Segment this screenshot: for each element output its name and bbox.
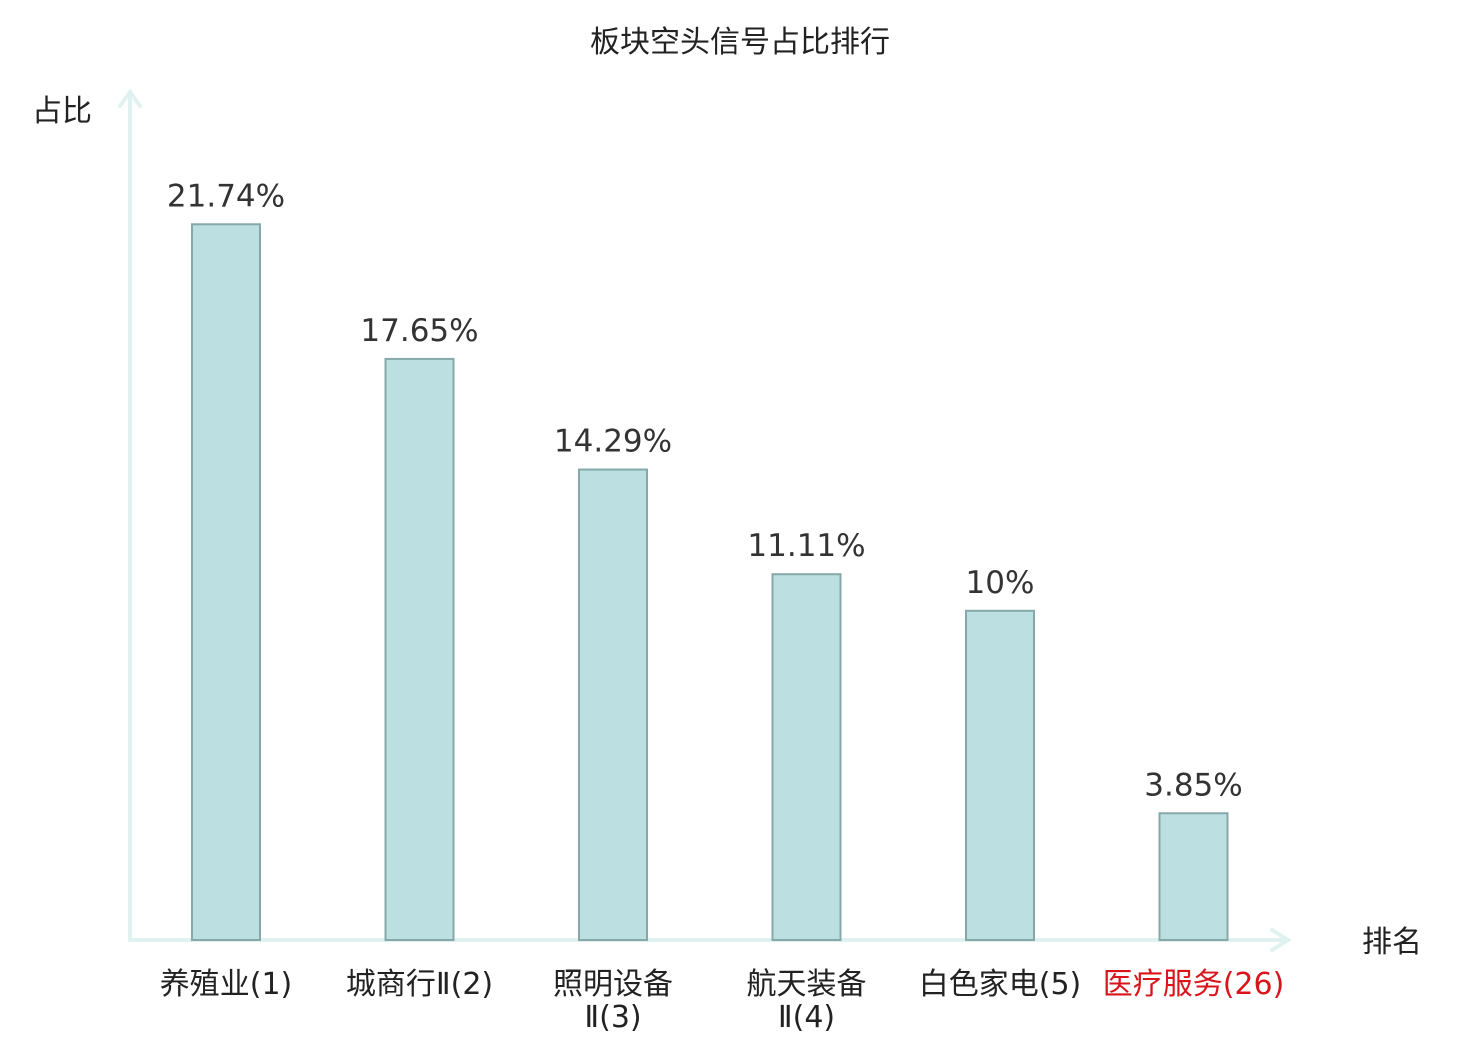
- x-axis: [128, 928, 1292, 952]
- x-axis-label: 排名: [1362, 925, 1422, 960]
- category-label-3-line-1: 照明设备: [553, 967, 673, 1002]
- bars: [191, 223, 1229, 942]
- bar-6: [1158, 812, 1229, 942]
- value-label-6: 3.85%: [1144, 767, 1242, 803]
- category-label-3-line-2: Ⅱ(3): [584, 1000, 641, 1035]
- chart-title: 板块空头信号占比排行: [590, 25, 890, 60]
- category-label-4-line-1: 航天装备: [747, 967, 867, 1002]
- bar-1: [191, 223, 261, 941]
- category-label-4-line-2: Ⅱ(4): [778, 1000, 835, 1035]
- y-axis-label: 占比: [32, 94, 92, 129]
- value-label-1: 21.74%: [167, 178, 285, 214]
- category-label-1: 养殖业(1): [160, 967, 293, 1002]
- bar-2: [384, 357, 455, 941]
- bar-4: [771, 573, 842, 942]
- category-label-2: 城商行Ⅱ(2): [346, 967, 493, 1002]
- bar-5: [965, 609, 1035, 942]
- value-label-5: 10%: [966, 565, 1035, 601]
- value-label-3: 14.29%: [554, 424, 672, 460]
- y-axis: [118, 88, 142, 942]
- category-label-6: 医疗服务(26): [1103, 967, 1285, 1002]
- value-labels: 21.74% 17.65% 14.29% 11.11% 10% 3.85%: [167, 178, 1243, 803]
- value-label-2: 17.65%: [360, 313, 478, 349]
- value-label-4: 11.11%: [747, 528, 865, 564]
- category-label-5: 白色家电(5): [919, 967, 1082, 1002]
- bar-3: [578, 468, 648, 941]
